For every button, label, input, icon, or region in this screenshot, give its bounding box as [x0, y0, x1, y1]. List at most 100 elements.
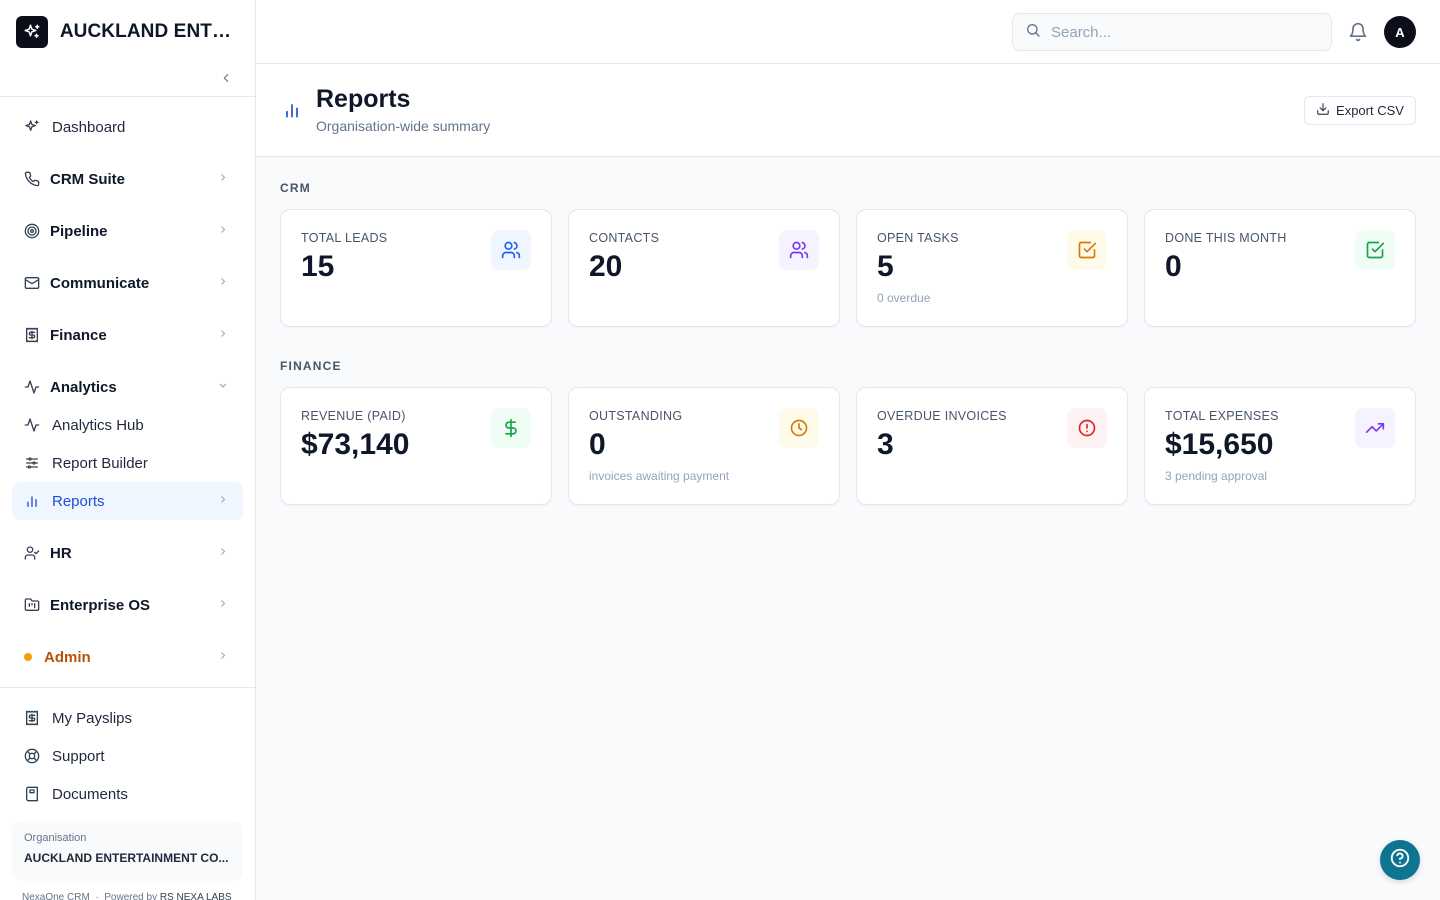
users-icon [491, 230, 531, 270]
sidebar-bottom: My Payslips Support Documents Organisati… [0, 687, 255, 881]
folder-kanban-icon [24, 597, 40, 613]
sidebar-item-label: Documents [52, 785, 128, 803]
page-subtitle: Organisation-wide summary [316, 118, 491, 134]
stat-value: 0 [589, 428, 606, 461]
stat-card-revenue-paid: REVENUE (PAID) $73,140 [280, 387, 552, 505]
sidebar-item-label: Finance [50, 326, 107, 344]
sidebar-item-label: Communicate [50, 274, 150, 292]
chevron-right-icon [217, 171, 229, 188]
search-input[interactable] [1051, 23, 1311, 41]
sidebar-group-hr[interactable]: HR [12, 527, 243, 579]
sidebar-footer: NexaOne CRM · Powered by RS NEXA LABS [22, 892, 232, 900]
sidebar-item-label: My Payslips [52, 709, 133, 727]
stat-value: 0 [1165, 250, 1182, 283]
stat-subtext: 0 overdue [877, 291, 931, 305]
sidebar-group-analytics[interactable]: Analytics [12, 361, 243, 413]
chevron-right-icon [217, 223, 229, 240]
sidebar-group-crm-suite[interactable]: CRM Suite [12, 153, 243, 205]
stat-subtext: 3 pending approval [1165, 469, 1268, 483]
dollar-sign-icon [491, 408, 531, 448]
help-button[interactable] [1380, 840, 1420, 880]
sidebar-item-documents[interactable]: Documents [12, 775, 243, 813]
search-icon [1025, 22, 1041, 43]
sidebar-item-label: HR [50, 544, 72, 562]
export-csv-label: Export CSV [1336, 103, 1404, 118]
stat-subtext: invoices awaiting payment [589, 469, 730, 483]
sidebar-item-label: Support [52, 747, 105, 765]
sidebar-item-label: Analytics Hub [52, 416, 144, 434]
stat-label: OVERDUE INVOICES [877, 409, 1007, 423]
mail-icon [24, 275, 40, 291]
trending-up-icon [1355, 408, 1395, 448]
stat-value: 15 [301, 250, 335, 283]
user-check-icon [24, 545, 40, 561]
sidebar-group-admin[interactable]: Admin [12, 631, 243, 683]
sidebar-item-reports[interactable]: Reports [12, 482, 243, 520]
avatar[interactable]: A [1384, 16, 1416, 48]
stat-value: 20 [589, 250, 623, 283]
stat-label: TOTAL LEADS [301, 231, 388, 245]
sidebar-item-support[interactable]: Support [12, 737, 243, 775]
stat-value: 3 [877, 428, 894, 461]
sidebar-item-report-builder[interactable]: Report Builder [12, 444, 243, 482]
sidebar: AUCKLAND ENTER... Dashboard CRM Suite Pi… [0, 0, 256, 900]
sidebar-item-my-payslips[interactable]: My Payslips [12, 699, 243, 737]
sparkles-icon [24, 119, 40, 135]
stat-card-contacts: CONTACTS 20 [568, 209, 840, 327]
sidebar-item-dashboard[interactable]: Dashboard [12, 108, 243, 146]
stat-card-done-this-month: DONE THIS MONTH 0 [1144, 209, 1416, 327]
section-label-crm: CRM [280, 181, 311, 195]
footer-powered-label: Powered by [104, 892, 158, 900]
phone-icon [24, 171, 40, 187]
admin-status-dot [24, 653, 32, 661]
section-label-finance: FINANCE [280, 359, 342, 373]
stat-label: OUTSTANDING [589, 409, 683, 423]
stat-label: OPEN TASKS [877, 231, 959, 245]
stat-label: CONTACTS [589, 231, 660, 245]
sidebar-group-enterprise-os[interactable]: Enterprise OS [12, 579, 243, 631]
search-box[interactable] [1012, 13, 1332, 51]
sliders-icon [24, 455, 40, 471]
sidebar-item-label: Enterprise OS [50, 596, 151, 614]
organisation-box[interactable]: Organisation AUCKLAND ENTERTAINMENT CO..… [12, 821, 243, 881]
receipt-icon [24, 327, 40, 343]
stat-card-overdue-invoices: OVERDUE INVOICES 3 [856, 387, 1128, 505]
sidebar-nav: Dashboard CRM Suite Pipeline Communicate [0, 97, 255, 693]
footer-app-name: NexaOne CRM [22, 892, 90, 900]
activity-icon [24, 379, 40, 395]
chevron-right-icon [217, 327, 229, 344]
sidebar-item-label: Report Builder [52, 454, 148, 472]
sidebar-group-pipeline[interactable]: Pipeline [12, 205, 243, 257]
stat-label: DONE THIS MONTH [1165, 231, 1287, 245]
brand-name: AUCKLAND ENTER... [59, 21, 239, 42]
download-icon [1316, 102, 1330, 119]
sidebar-item-analytics-hub[interactable]: Analytics Hub [12, 406, 243, 444]
collapse-sidebar-icon[interactable] [219, 71, 233, 90]
help-circle-icon [1389, 847, 1411, 874]
sidebar-item-label: Dashboard [52, 118, 126, 136]
brand[interactable]: AUCKLAND ENTER... [0, 0, 255, 64]
sparkles-logo-icon [16, 16, 48, 48]
organisation-name: AUCKLAND ENTERTAINMENT CO... [24, 851, 229, 865]
stat-label: TOTAL EXPENSES [1165, 409, 1279, 423]
receipt-icon [24, 710, 40, 726]
stat-card-total-leads: TOTAL LEADS 15 [280, 209, 552, 327]
sidebar-item-label: CRM Suite [50, 170, 125, 188]
organisation-label: Organisation [24, 832, 87, 844]
sidebar-item-label: Reports [52, 492, 105, 510]
stat-value: $15,650 [1165, 428, 1274, 461]
check-square-icon [1067, 230, 1107, 270]
alert-circle-icon [1067, 408, 1107, 448]
sidebar-item-label: Pipeline [50, 222, 108, 240]
chevron-right-icon [217, 545, 229, 562]
sidebar-group-communicate[interactable]: Communicate [12, 257, 243, 309]
topbar: A [256, 0, 1440, 64]
bell-icon[interactable] [1348, 22, 1368, 47]
bar-chart-icon [24, 493, 40, 509]
sidebar-group-finance[interactable]: Finance [12, 309, 243, 361]
stat-label: REVENUE (PAID) [301, 409, 406, 423]
chevron-right-icon [217, 493, 229, 510]
export-csv-button[interactable]: Export CSV [1304, 96, 1416, 125]
life-buoy-icon [24, 748, 40, 764]
stat-value: $73,140 [301, 428, 410, 461]
